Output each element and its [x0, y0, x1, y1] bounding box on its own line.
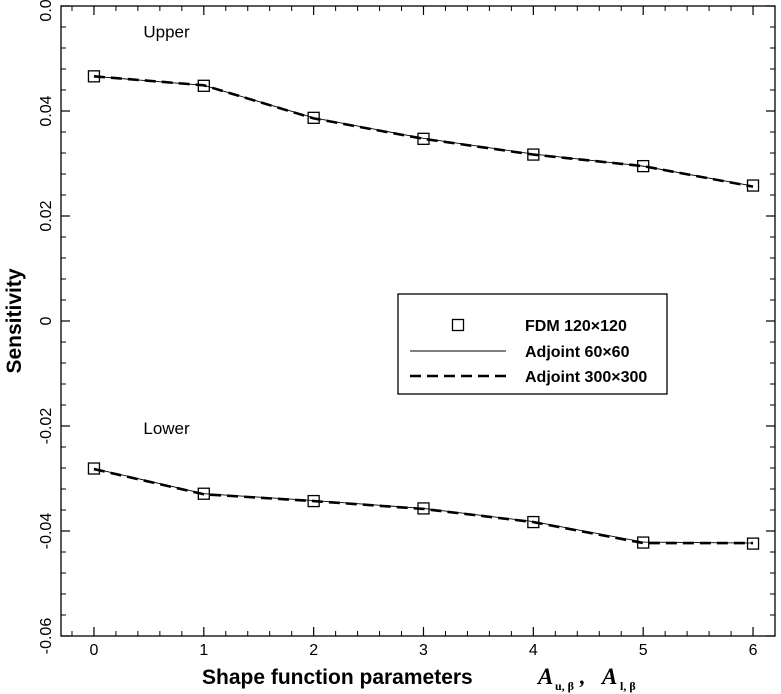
legend: FDM 120×120 Adjoint 60×60 Adjoint 300×30…: [397, 293, 668, 395]
x-tick-label: 0: [90, 642, 99, 659]
fdm-marker-upper: [527, 148, 540, 161]
legend-adjoint-60-label: Adjoint 60×60: [525, 344, 630, 361]
x-axis-title-sub-upper: u, β: [555, 679, 574, 693]
x-axis-title: Shape function parameters A u, β , A l, …: [202, 664, 636, 693]
fdm-marker-upper: [637, 159, 650, 173]
annotation-layer: Upper Lower: [143, 23, 190, 438]
y-tick-label: -0.02: [38, 408, 55, 445]
fdm-marker-upper: [307, 111, 320, 124]
x-tick-label: 1: [199, 642, 208, 659]
fdm-marker-lower: [527, 515, 540, 529]
y-tick-label: 0.02: [38, 200, 55, 231]
x-axis-title-sub-lower: l, β: [620, 679, 636, 693]
y-tick-label: 0.04: [38, 95, 55, 126]
fdm-marker-lower: [197, 487, 210, 500]
annotation-lower: Lower: [143, 419, 190, 438]
legend-box: [397, 293, 668, 395]
y-tick-label: -0.04: [38, 513, 55, 550]
fdm-marker-lower: [417, 502, 430, 515]
fdm-marker-lower: [746, 537, 760, 550]
fdm-marker-upper: [197, 79, 210, 92]
fdm-marker-upper: [417, 132, 430, 145]
y-axis-title: Sensitivity: [3, 268, 26, 373]
x-tick-label: 2: [309, 642, 318, 659]
marker-layer: [87, 70, 760, 550]
x-tick-label: 4: [529, 642, 538, 659]
fdm-marker-upper: [746, 179, 760, 192]
y-axis-ticks: -0.06 -0.04 -0.02 0 0.02 0.04 0.06: [38, 0, 775, 654]
legend-adjoint-300-label: Adjoint 300×300: [525, 369, 647, 386]
series-layer: [93, 75, 754, 545]
y-tick-label: -0.06: [38, 618, 55, 655]
fdm-marker-upper: [87, 70, 101, 83]
x-axis-title-a-upper: A: [536, 664, 553, 689]
x-tick-label: 3: [419, 642, 428, 659]
series-adjoint-300-lower: [93, 467, 754, 545]
series-adjoint-60-lower: [93, 468, 754, 544]
series-adjoint-60-upper: [93, 75, 754, 187]
x-tick-label: 5: [639, 642, 648, 659]
fdm-marker-lower: [307, 494, 320, 508]
series-adjoint-300-upper: [93, 75, 754, 188]
x-axis-title-a-lower: A: [600, 664, 617, 689]
legend-fdm-label: FDM 120×120: [525, 318, 627, 335]
x-axis-ticks: 0 1 2 3 4 5 6: [71, 6, 776, 659]
x-tick-label: 6: [749, 642, 758, 659]
legend-fdm-marker: [451, 318, 465, 332]
annotation-upper: Upper: [143, 23, 190, 42]
y-tick-label: 0.06: [38, 0, 55, 22]
x-axis-title-separator: ,: [579, 664, 586, 689]
fdm-marker-lower: [87, 462, 101, 475]
y-tick-label: 0: [38, 316, 55, 325]
fdm-marker-lower: [637, 536, 650, 549]
x-axis-title-text: Shape function parameters: [202, 666, 473, 689]
